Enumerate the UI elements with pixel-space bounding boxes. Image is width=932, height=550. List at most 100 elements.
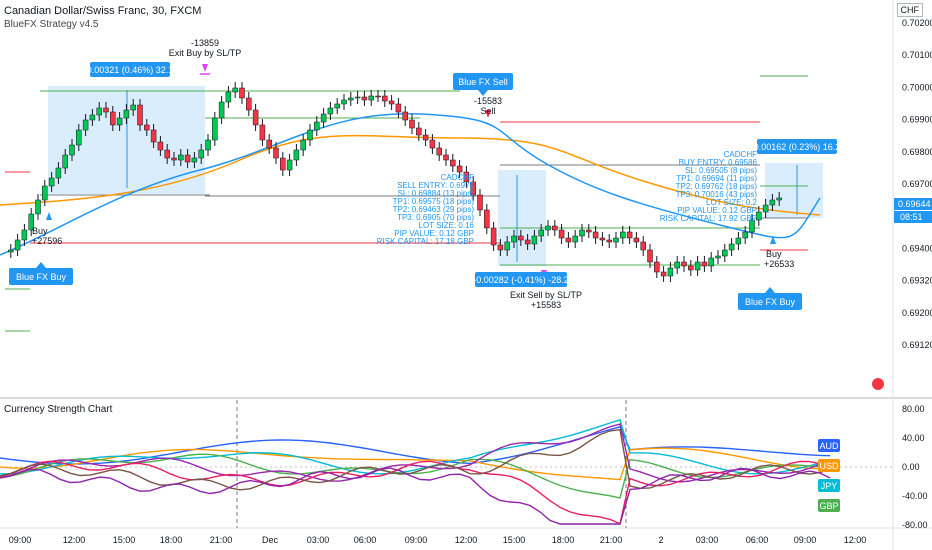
candle-body[interactable] xyxy=(205,139,211,151)
candle-body[interactable] xyxy=(504,241,510,251)
candle-body[interactable] xyxy=(21,229,28,241)
candle-body[interactable] xyxy=(409,119,415,129)
candle-body[interactable] xyxy=(531,235,538,245)
candle-body[interactable] xyxy=(443,154,449,161)
candle-body[interactable] xyxy=(348,97,354,101)
candle-body[interactable] xyxy=(599,237,606,241)
candle-body[interactable] xyxy=(586,229,592,233)
currency-badge[interactable] xyxy=(818,499,840,512)
candle-body[interactable] xyxy=(76,129,82,146)
currency-badge[interactable]: CHF xyxy=(896,3,923,17)
candle-body[interactable] xyxy=(42,185,48,201)
candle-body[interactable] xyxy=(184,154,191,163)
candle-body[interactable] xyxy=(613,237,619,243)
candle-body[interactable] xyxy=(538,229,544,237)
candle-body[interactable] xyxy=(341,99,347,105)
candlestick-series[interactable] xyxy=(8,82,782,282)
candle-body[interactable] xyxy=(150,129,157,143)
candle-body[interactable] xyxy=(722,249,728,257)
candle-body[interactable] xyxy=(477,194,483,211)
currency-flag-icon[interactable] xyxy=(872,378,884,390)
candle-body[interactable] xyxy=(565,237,572,243)
blue-fx-sell-signal[interactable] xyxy=(453,73,513,90)
currency-badge[interactable] xyxy=(818,439,840,452)
candle-body[interactable] xyxy=(674,261,680,269)
candle-body[interactable] xyxy=(212,117,218,141)
strength-line[interactable] xyxy=(0,467,831,525)
candle-body[interactable] xyxy=(354,96,361,99)
candle-body[interactable] xyxy=(164,149,170,159)
candle-body[interactable] xyxy=(776,197,782,201)
candle-body[interactable] xyxy=(701,261,708,267)
candle-body[interactable] xyxy=(218,101,225,119)
candle-body[interactable] xyxy=(246,97,252,111)
candle-body[interactable] xyxy=(116,117,123,126)
measure-label-left[interactable] xyxy=(90,62,170,77)
measure-label-mid[interactable] xyxy=(475,272,567,287)
candle-body[interactable] xyxy=(524,239,531,245)
candle-body[interactable] xyxy=(252,109,259,126)
candle-body[interactable] xyxy=(681,261,687,267)
candle-body[interactable] xyxy=(626,231,633,239)
candle-body[interactable] xyxy=(606,239,612,243)
strength-line[interactable] xyxy=(0,460,831,525)
candle-body[interactable] xyxy=(103,107,109,113)
candle-body[interactable] xyxy=(592,231,599,239)
candle-body[interactable] xyxy=(545,225,551,231)
candle-body[interactable] xyxy=(327,107,334,115)
candle-body[interactable] xyxy=(735,237,742,245)
candle-body[interactable] xyxy=(715,255,721,259)
candle-body[interactable] xyxy=(123,109,130,119)
candle-body[interactable] xyxy=(756,211,762,221)
candle-body[interactable] xyxy=(416,127,422,136)
candle-body[interactable] xyxy=(552,225,558,231)
candle-body[interactable] xyxy=(694,261,701,271)
candle-body[interactable] xyxy=(62,154,68,169)
strength-line[interactable] xyxy=(0,419,831,475)
candle-body[interactable] xyxy=(35,199,41,215)
candle-body[interactable] xyxy=(490,227,497,246)
candle-body[interactable] xyxy=(388,100,395,105)
strength-line[interactable] xyxy=(0,423,831,483)
strength-line[interactable] xyxy=(0,447,831,481)
candle-body[interactable] xyxy=(368,95,374,101)
candle-body[interactable] xyxy=(232,87,238,93)
candle-body[interactable] xyxy=(402,111,408,121)
candle-body[interactable] xyxy=(708,257,714,267)
candle-body[interactable] xyxy=(320,113,327,123)
blue-fx-buy-signal[interactable] xyxy=(9,268,73,285)
candle-body[interactable] xyxy=(660,271,667,277)
strength-line[interactable] xyxy=(0,428,831,491)
candle-body[interactable] xyxy=(742,231,748,239)
measure-label-right[interactable] xyxy=(757,139,837,154)
candle-body[interactable] xyxy=(511,235,517,243)
candle-body[interactable] xyxy=(110,111,116,126)
candle-body[interactable] xyxy=(96,107,102,116)
indicator-title[interactable]: Currency Strength Chart xyxy=(4,404,113,415)
candle-body[interactable] xyxy=(82,119,89,131)
candle-body[interactable] xyxy=(144,124,150,131)
strength-line[interactable] xyxy=(0,425,831,465)
candle-body[interactable] xyxy=(178,154,184,161)
candle-body[interactable] xyxy=(286,159,293,171)
candle-body[interactable] xyxy=(647,249,653,263)
candle-body[interactable] xyxy=(334,103,340,109)
candle-body[interactable] xyxy=(55,167,62,179)
candle-body[interactable] xyxy=(137,104,143,126)
candle-body[interactable] xyxy=(484,209,490,229)
candle-body[interactable] xyxy=(225,91,232,103)
candle-body[interactable] xyxy=(579,229,585,237)
candle-body[interactable] xyxy=(762,204,769,213)
currency-strength-lines[interactable] xyxy=(0,419,831,525)
candle-body[interactable] xyxy=(633,237,640,243)
candle-body[interactable] xyxy=(307,129,313,141)
candle-body[interactable] xyxy=(314,121,320,131)
currency-badge[interactable] xyxy=(818,459,840,472)
candle-body[interactable] xyxy=(375,95,381,98)
candle-body[interactable] xyxy=(157,141,164,151)
currency-badge[interactable] xyxy=(818,479,840,492)
candle-body[interactable] xyxy=(688,265,694,271)
candle-body[interactable] xyxy=(470,181,476,196)
candle-body[interactable] xyxy=(293,149,300,161)
candle-body[interactable] xyxy=(198,149,204,159)
